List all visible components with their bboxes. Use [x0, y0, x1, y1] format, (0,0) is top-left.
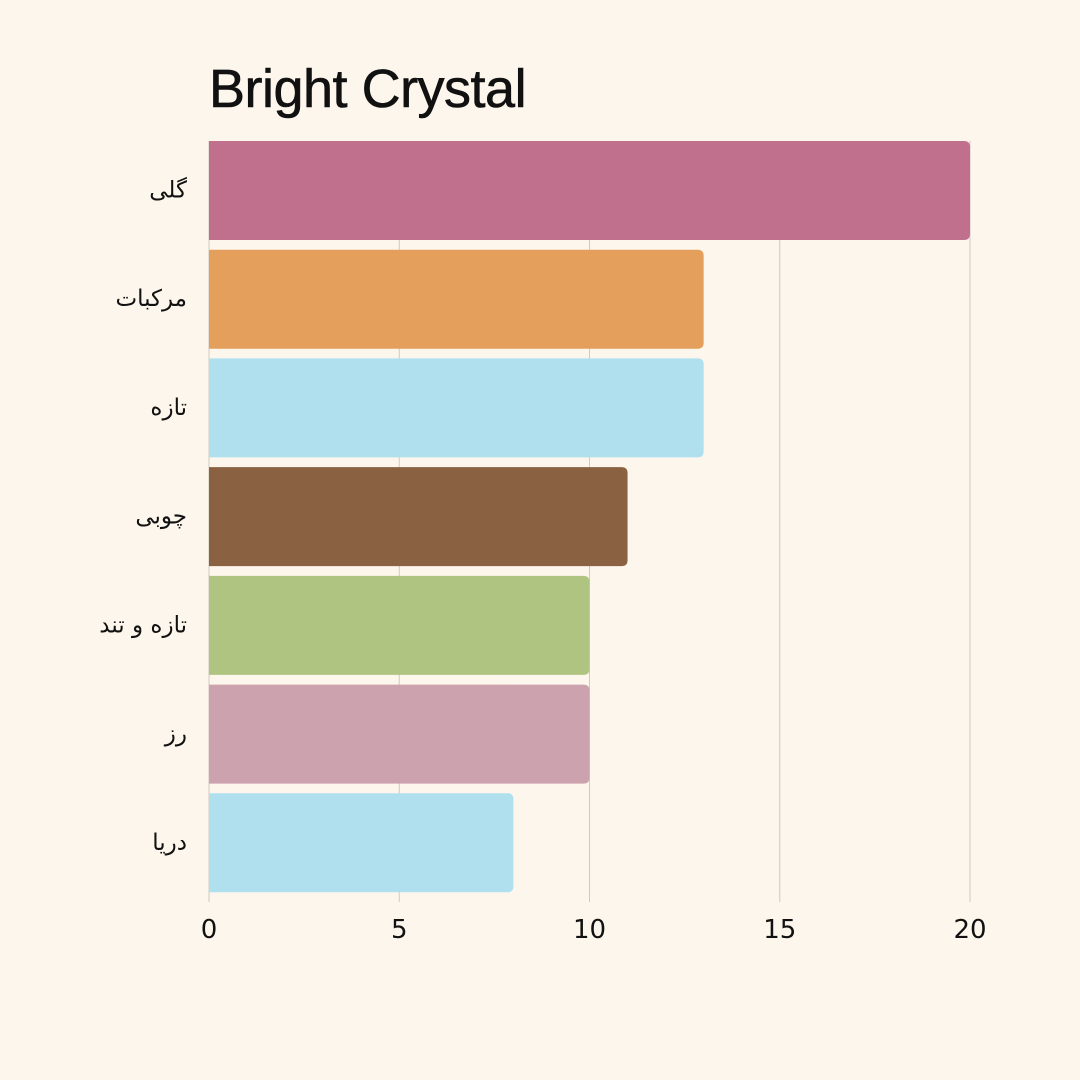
x-tick-label-1: 5	[391, 915, 408, 945]
x-axis-ticks: 0 5 10 15 20	[201, 915, 987, 945]
category-label-4: چوبی	[135, 504, 187, 530]
x-tick-label-3: 15	[763, 915, 796, 945]
category-label-1: گلی	[149, 177, 187, 204]
bar-5	[209, 575, 590, 675]
bar-4	[209, 467, 628, 567]
category-labels: گلی مرکبات تازه چوبی تازه و تند رز دریا	[99, 177, 187, 856]
category-label-2: مرکبات	[115, 286, 187, 312]
x-tick-label-2: 10	[573, 915, 606, 945]
bar-2	[209, 249, 704, 349]
category-label-3: تازه	[150, 395, 187, 421]
bar-1	[209, 141, 970, 240]
category-label-7: دریا	[152, 830, 187, 856]
category-label-6: رز	[164, 721, 187, 747]
x-tick-label-4: 20	[953, 915, 986, 945]
bar-3	[209, 358, 704, 458]
bar-6	[209, 684, 590, 784]
chart-title: Bright Crystal	[209, 59, 527, 120]
bars	[209, 141, 970, 893]
bar-7	[209, 793, 514, 893]
category-label-5: تازه و تند	[99, 612, 187, 638]
x-tick-label-0: 0	[201, 915, 218, 945]
